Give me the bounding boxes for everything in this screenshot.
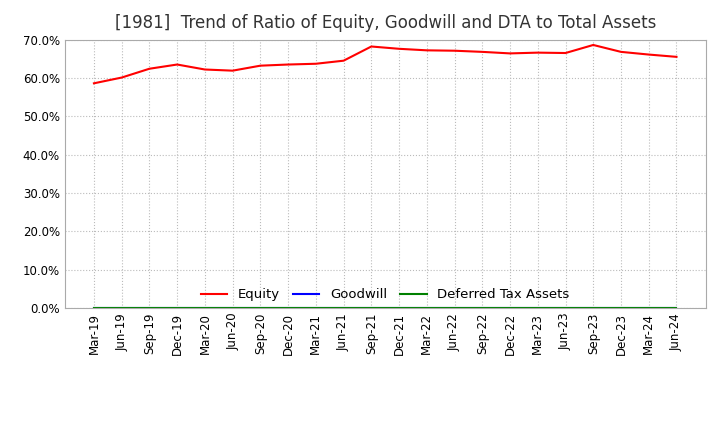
Line: Equity: Equity — [94, 45, 677, 83]
Goodwill — [395, 305, 403, 311]
Deferred Tax Assets — [589, 305, 598, 311]
Goodwill — [423, 305, 431, 311]
Deferred Tax Assets — [534, 305, 542, 311]
Deferred Tax Assets — [89, 305, 98, 311]
Goodwill — [228, 305, 237, 311]
Deferred Tax Assets — [505, 305, 514, 311]
Deferred Tax Assets — [284, 305, 292, 311]
Goodwill — [256, 305, 265, 311]
Deferred Tax Assets — [256, 305, 265, 311]
Title: [1981]  Trend of Ratio of Equity, Goodwill and DTA to Total Assets: [1981] Trend of Ratio of Equity, Goodwil… — [114, 15, 656, 33]
Goodwill — [644, 305, 653, 311]
Deferred Tax Assets — [173, 305, 181, 311]
Goodwill — [201, 305, 210, 311]
Equity — [284, 62, 292, 67]
Deferred Tax Assets — [616, 305, 625, 311]
Deferred Tax Assets — [367, 305, 376, 311]
Equity — [367, 44, 376, 49]
Equity — [89, 81, 98, 86]
Goodwill — [173, 305, 181, 311]
Equity — [145, 66, 154, 71]
Equity — [616, 49, 625, 55]
Legend: Equity, Goodwill, Deferred Tax Assets: Equity, Goodwill, Deferred Tax Assets — [196, 283, 575, 307]
Goodwill — [367, 305, 376, 311]
Equity — [339, 58, 348, 63]
Goodwill — [145, 305, 154, 311]
Deferred Tax Assets — [395, 305, 403, 311]
Deferred Tax Assets — [478, 305, 487, 311]
Goodwill — [89, 305, 98, 311]
Equity — [312, 61, 320, 66]
Equity — [478, 49, 487, 55]
Goodwill — [117, 305, 126, 311]
Goodwill — [284, 305, 292, 311]
Deferred Tax Assets — [117, 305, 126, 311]
Deferred Tax Assets — [672, 305, 681, 311]
Deferred Tax Assets — [228, 305, 237, 311]
Equity — [589, 42, 598, 48]
Deferred Tax Assets — [201, 305, 210, 311]
Equity — [201, 67, 210, 72]
Deferred Tax Assets — [561, 305, 570, 311]
Goodwill — [450, 305, 459, 311]
Equity — [173, 62, 181, 67]
Equity — [505, 51, 514, 56]
Deferred Tax Assets — [312, 305, 320, 311]
Goodwill — [505, 305, 514, 311]
Goodwill — [339, 305, 348, 311]
Equity — [561, 50, 570, 55]
Deferred Tax Assets — [145, 305, 154, 311]
Deferred Tax Assets — [644, 305, 653, 311]
Deferred Tax Assets — [423, 305, 431, 311]
Goodwill — [672, 305, 681, 311]
Equity — [228, 68, 237, 73]
Equity — [534, 50, 542, 55]
Goodwill — [561, 305, 570, 311]
Deferred Tax Assets — [450, 305, 459, 311]
Equity — [423, 48, 431, 53]
Goodwill — [534, 305, 542, 311]
Goodwill — [312, 305, 320, 311]
Goodwill — [478, 305, 487, 311]
Equity — [450, 48, 459, 53]
Equity — [256, 63, 265, 68]
Goodwill — [616, 305, 625, 311]
Equity — [644, 52, 653, 57]
Goodwill — [589, 305, 598, 311]
Equity — [395, 46, 403, 51]
Deferred Tax Assets — [339, 305, 348, 311]
Equity — [117, 75, 126, 80]
Equity — [672, 54, 681, 59]
